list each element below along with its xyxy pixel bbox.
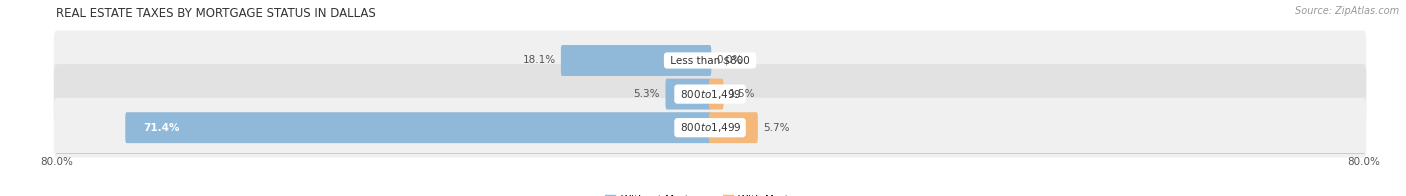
FancyBboxPatch shape [53, 64, 1367, 124]
FancyBboxPatch shape [709, 79, 724, 110]
FancyBboxPatch shape [709, 112, 758, 143]
Text: 5.3%: 5.3% [634, 89, 661, 99]
FancyBboxPatch shape [561, 45, 711, 76]
Legend: Without Mortgage, With Mortgage: Without Mortgage, With Mortgage [600, 191, 820, 196]
Text: 1.5%: 1.5% [728, 89, 755, 99]
Text: REAL ESTATE TAXES BY MORTGAGE STATUS IN DALLAS: REAL ESTATE TAXES BY MORTGAGE STATUS IN … [56, 7, 375, 20]
Text: 0.0%: 0.0% [717, 55, 742, 65]
Text: Source: ZipAtlas.com: Source: ZipAtlas.com [1295, 6, 1399, 16]
FancyBboxPatch shape [665, 79, 711, 110]
FancyBboxPatch shape [125, 112, 711, 143]
FancyBboxPatch shape [53, 31, 1367, 90]
Text: Less than $800: Less than $800 [666, 55, 754, 65]
Text: 18.1%: 18.1% [523, 55, 555, 65]
Text: $800 to $1,499: $800 to $1,499 [678, 121, 742, 134]
Text: $800 to $1,499: $800 to $1,499 [678, 88, 742, 101]
FancyBboxPatch shape [53, 98, 1367, 158]
Text: 71.4%: 71.4% [143, 123, 180, 133]
Text: 5.7%: 5.7% [763, 123, 790, 133]
